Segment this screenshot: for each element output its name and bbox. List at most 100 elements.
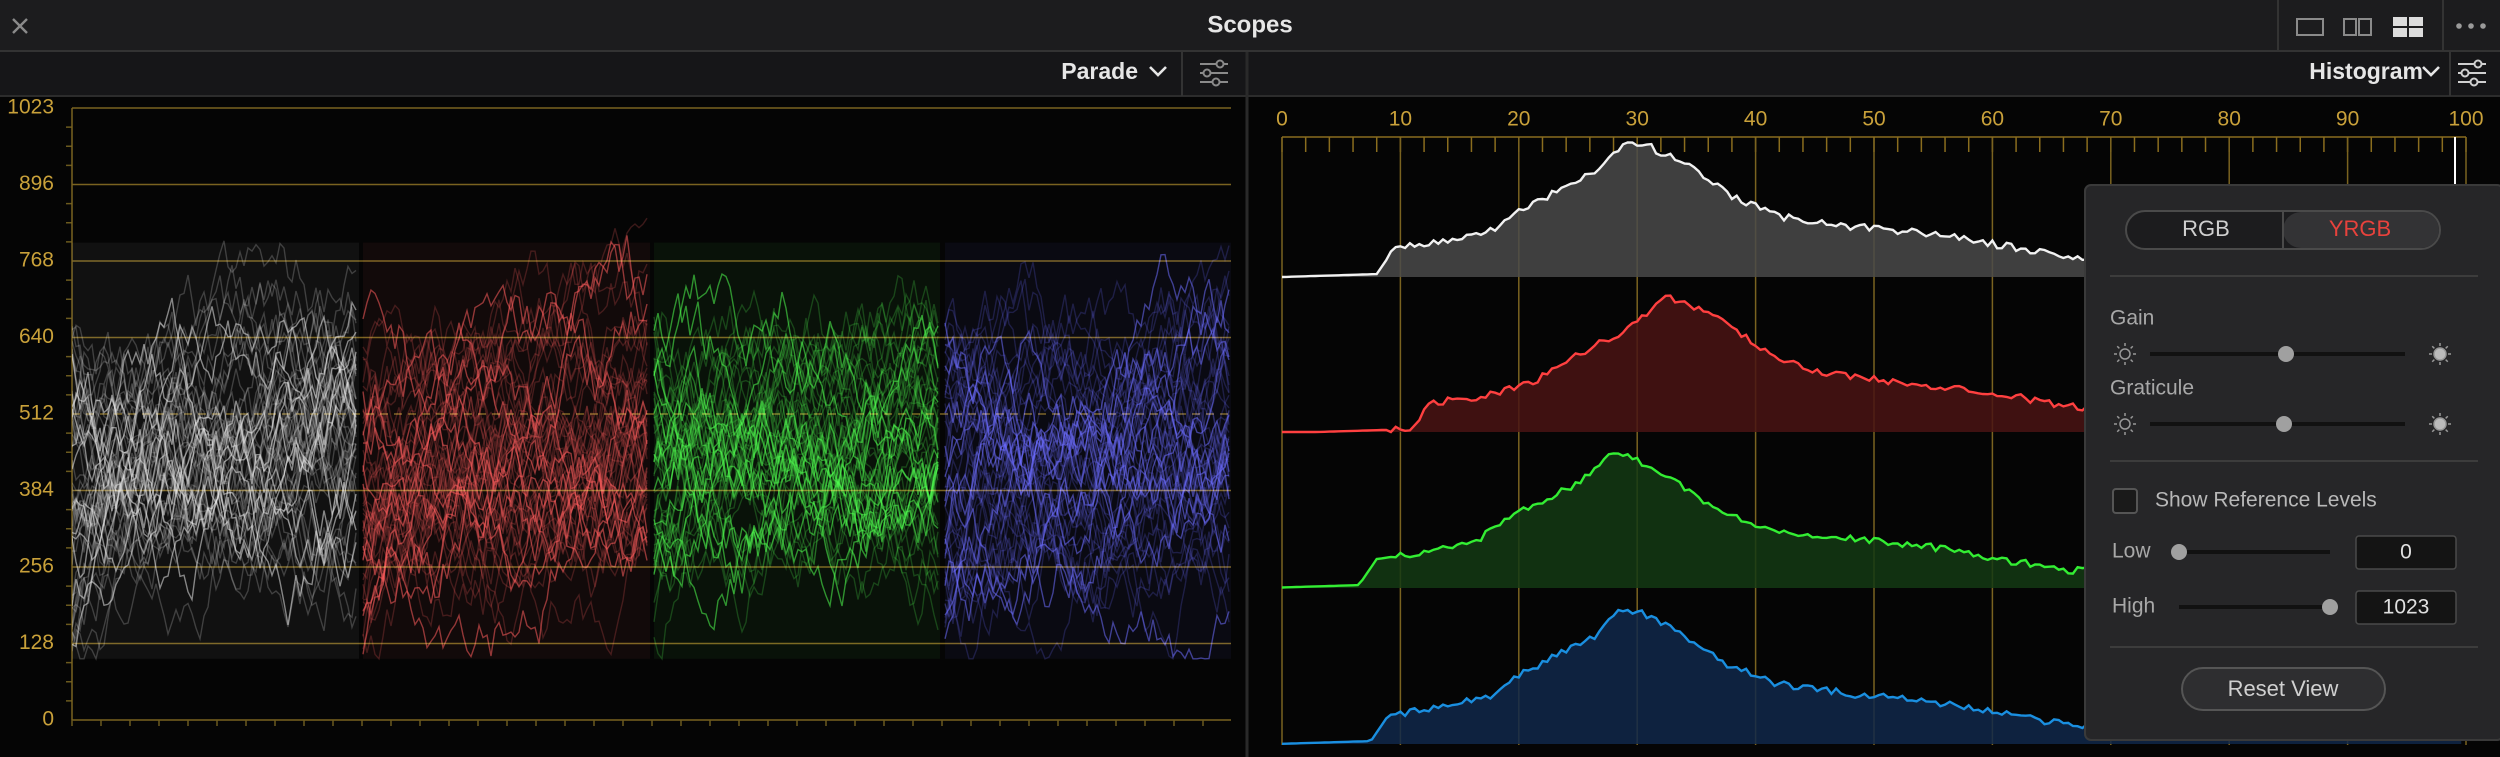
histogram-area xyxy=(1282,610,2462,744)
parade-trace xyxy=(362,463,648,646)
brightness-ray xyxy=(2431,429,2435,433)
histogram-axis-label: 100 xyxy=(2448,108,2483,131)
brightness-ray xyxy=(2116,359,2120,363)
parade-trace xyxy=(653,367,939,507)
parade-trace xyxy=(654,417,939,573)
brightness-ray xyxy=(2116,415,2120,419)
parade-trace xyxy=(653,274,939,623)
brightness-icon xyxy=(2119,418,2131,430)
parade-trace xyxy=(653,397,939,580)
parade-axis-label: 256 xyxy=(19,555,54,578)
low-slider[interactable] xyxy=(2171,544,2187,560)
brightness-ray xyxy=(2431,345,2435,349)
parade-trace xyxy=(944,365,1230,596)
layout-single[interactable] xyxy=(2296,18,2324,36)
window-title: Scopes xyxy=(1207,11,1292,38)
parade-trace xyxy=(653,301,939,404)
parade-trace xyxy=(72,343,357,542)
brightness-ray xyxy=(2431,359,2435,363)
parade-trace xyxy=(944,473,1230,660)
gain-slider[interactable] xyxy=(2278,346,2294,362)
parade-dropdown[interactable]: Parade xyxy=(1061,58,1167,84)
mode-rgb[interactable]: RGB xyxy=(2182,216,2230,241)
graticule-label: Graticule xyxy=(2110,377,2194,400)
parade-axis-label: 0 xyxy=(42,708,54,731)
parade-trace xyxy=(944,279,1230,420)
brightness-icon xyxy=(2433,417,2447,431)
left-view-label: Parade xyxy=(1061,58,1138,84)
high-input[interactable]: 1023 xyxy=(2355,590,2457,625)
brightness-ray xyxy=(2130,415,2134,419)
brightness-ray xyxy=(2445,429,2449,433)
brightness-icon xyxy=(2119,348,2131,360)
parade-trace xyxy=(72,240,357,408)
parade-settings[interactable] xyxy=(1200,59,1228,87)
settings-panel: RGB YRGB Gain Graticule Show Reference L… xyxy=(2084,184,2500,741)
brightness-ray xyxy=(2130,359,2134,363)
parade-trace xyxy=(362,372,648,519)
parade-trace xyxy=(653,477,939,634)
right-view-label: Histogram xyxy=(2309,58,2423,84)
parade-trace xyxy=(362,346,648,562)
histogram-axis-label: 50 xyxy=(1862,108,1885,131)
parade-trace xyxy=(944,340,1230,617)
parade-trace xyxy=(72,346,357,532)
parade-trace xyxy=(72,412,357,661)
brightness-ray xyxy=(2431,415,2435,419)
more-menu[interactable] xyxy=(2456,23,2486,29)
parade-axis-label: 128 xyxy=(19,631,54,654)
parade-trace xyxy=(362,394,648,586)
histogram-settings[interactable] xyxy=(2458,59,2486,87)
parade-axis-label: 768 xyxy=(19,249,54,272)
low-value: 0 xyxy=(2400,541,2412,564)
parade-trace xyxy=(653,280,939,475)
parade-trace xyxy=(362,442,648,624)
histogram-axis-label: 80 xyxy=(2218,108,2241,131)
histogram-axis-label: 30 xyxy=(1626,108,1649,131)
parade-traces xyxy=(72,217,1231,661)
brightness-ray xyxy=(2130,429,2134,433)
parade-trace xyxy=(362,405,648,588)
parade-axis-label: 512 xyxy=(19,402,54,425)
parade-trace xyxy=(362,378,648,537)
title-bar xyxy=(0,0,2500,51)
high-label: High xyxy=(2112,595,2155,618)
gain-label: Gain xyxy=(2110,307,2154,330)
parade-trace xyxy=(362,431,648,551)
parade-trace xyxy=(653,349,939,603)
parade-trace xyxy=(653,357,939,488)
parade-trace xyxy=(944,270,1230,470)
layout-double[interactable] xyxy=(2343,18,2372,36)
parade-trace xyxy=(944,430,1230,660)
reference-label: Show Reference Levels xyxy=(2155,489,2377,512)
graticule-slider[interactable] xyxy=(2276,416,2292,432)
parade-trace xyxy=(72,372,357,653)
close-button[interactable] xyxy=(12,18,28,34)
parade-trace xyxy=(362,228,648,419)
parade-trace xyxy=(653,358,939,526)
histogram-axis-label: 90 xyxy=(2336,108,2359,131)
low-input[interactable]: 0 xyxy=(2355,535,2457,570)
parade-trace xyxy=(653,381,939,586)
parade-trace xyxy=(653,353,939,502)
brightness-icon xyxy=(2433,347,2447,361)
parade-trace xyxy=(944,354,1230,592)
parade-trace xyxy=(944,253,1230,467)
reference-checkbox[interactable] xyxy=(2112,488,2138,514)
parade-trace xyxy=(72,305,357,446)
brightness-ray xyxy=(2445,415,2449,419)
parade-trace xyxy=(944,369,1230,500)
parade-trace xyxy=(362,367,648,602)
parade-trace xyxy=(362,485,648,612)
histogram-area xyxy=(1282,453,2462,588)
high-slider[interactable] xyxy=(2322,599,2338,615)
layout-quad[interactable] xyxy=(2393,17,2423,37)
brightness-ray xyxy=(2445,345,2449,349)
parade-trace xyxy=(653,332,939,537)
brightness-ray xyxy=(2116,429,2120,433)
mode-yrgb[interactable]: YRGB xyxy=(2329,216,2391,241)
reset-view-button[interactable]: Reset View xyxy=(2181,667,2386,711)
parade-trace xyxy=(362,347,648,543)
histogram-dropdown[interactable]: Histogram xyxy=(2309,58,2440,84)
